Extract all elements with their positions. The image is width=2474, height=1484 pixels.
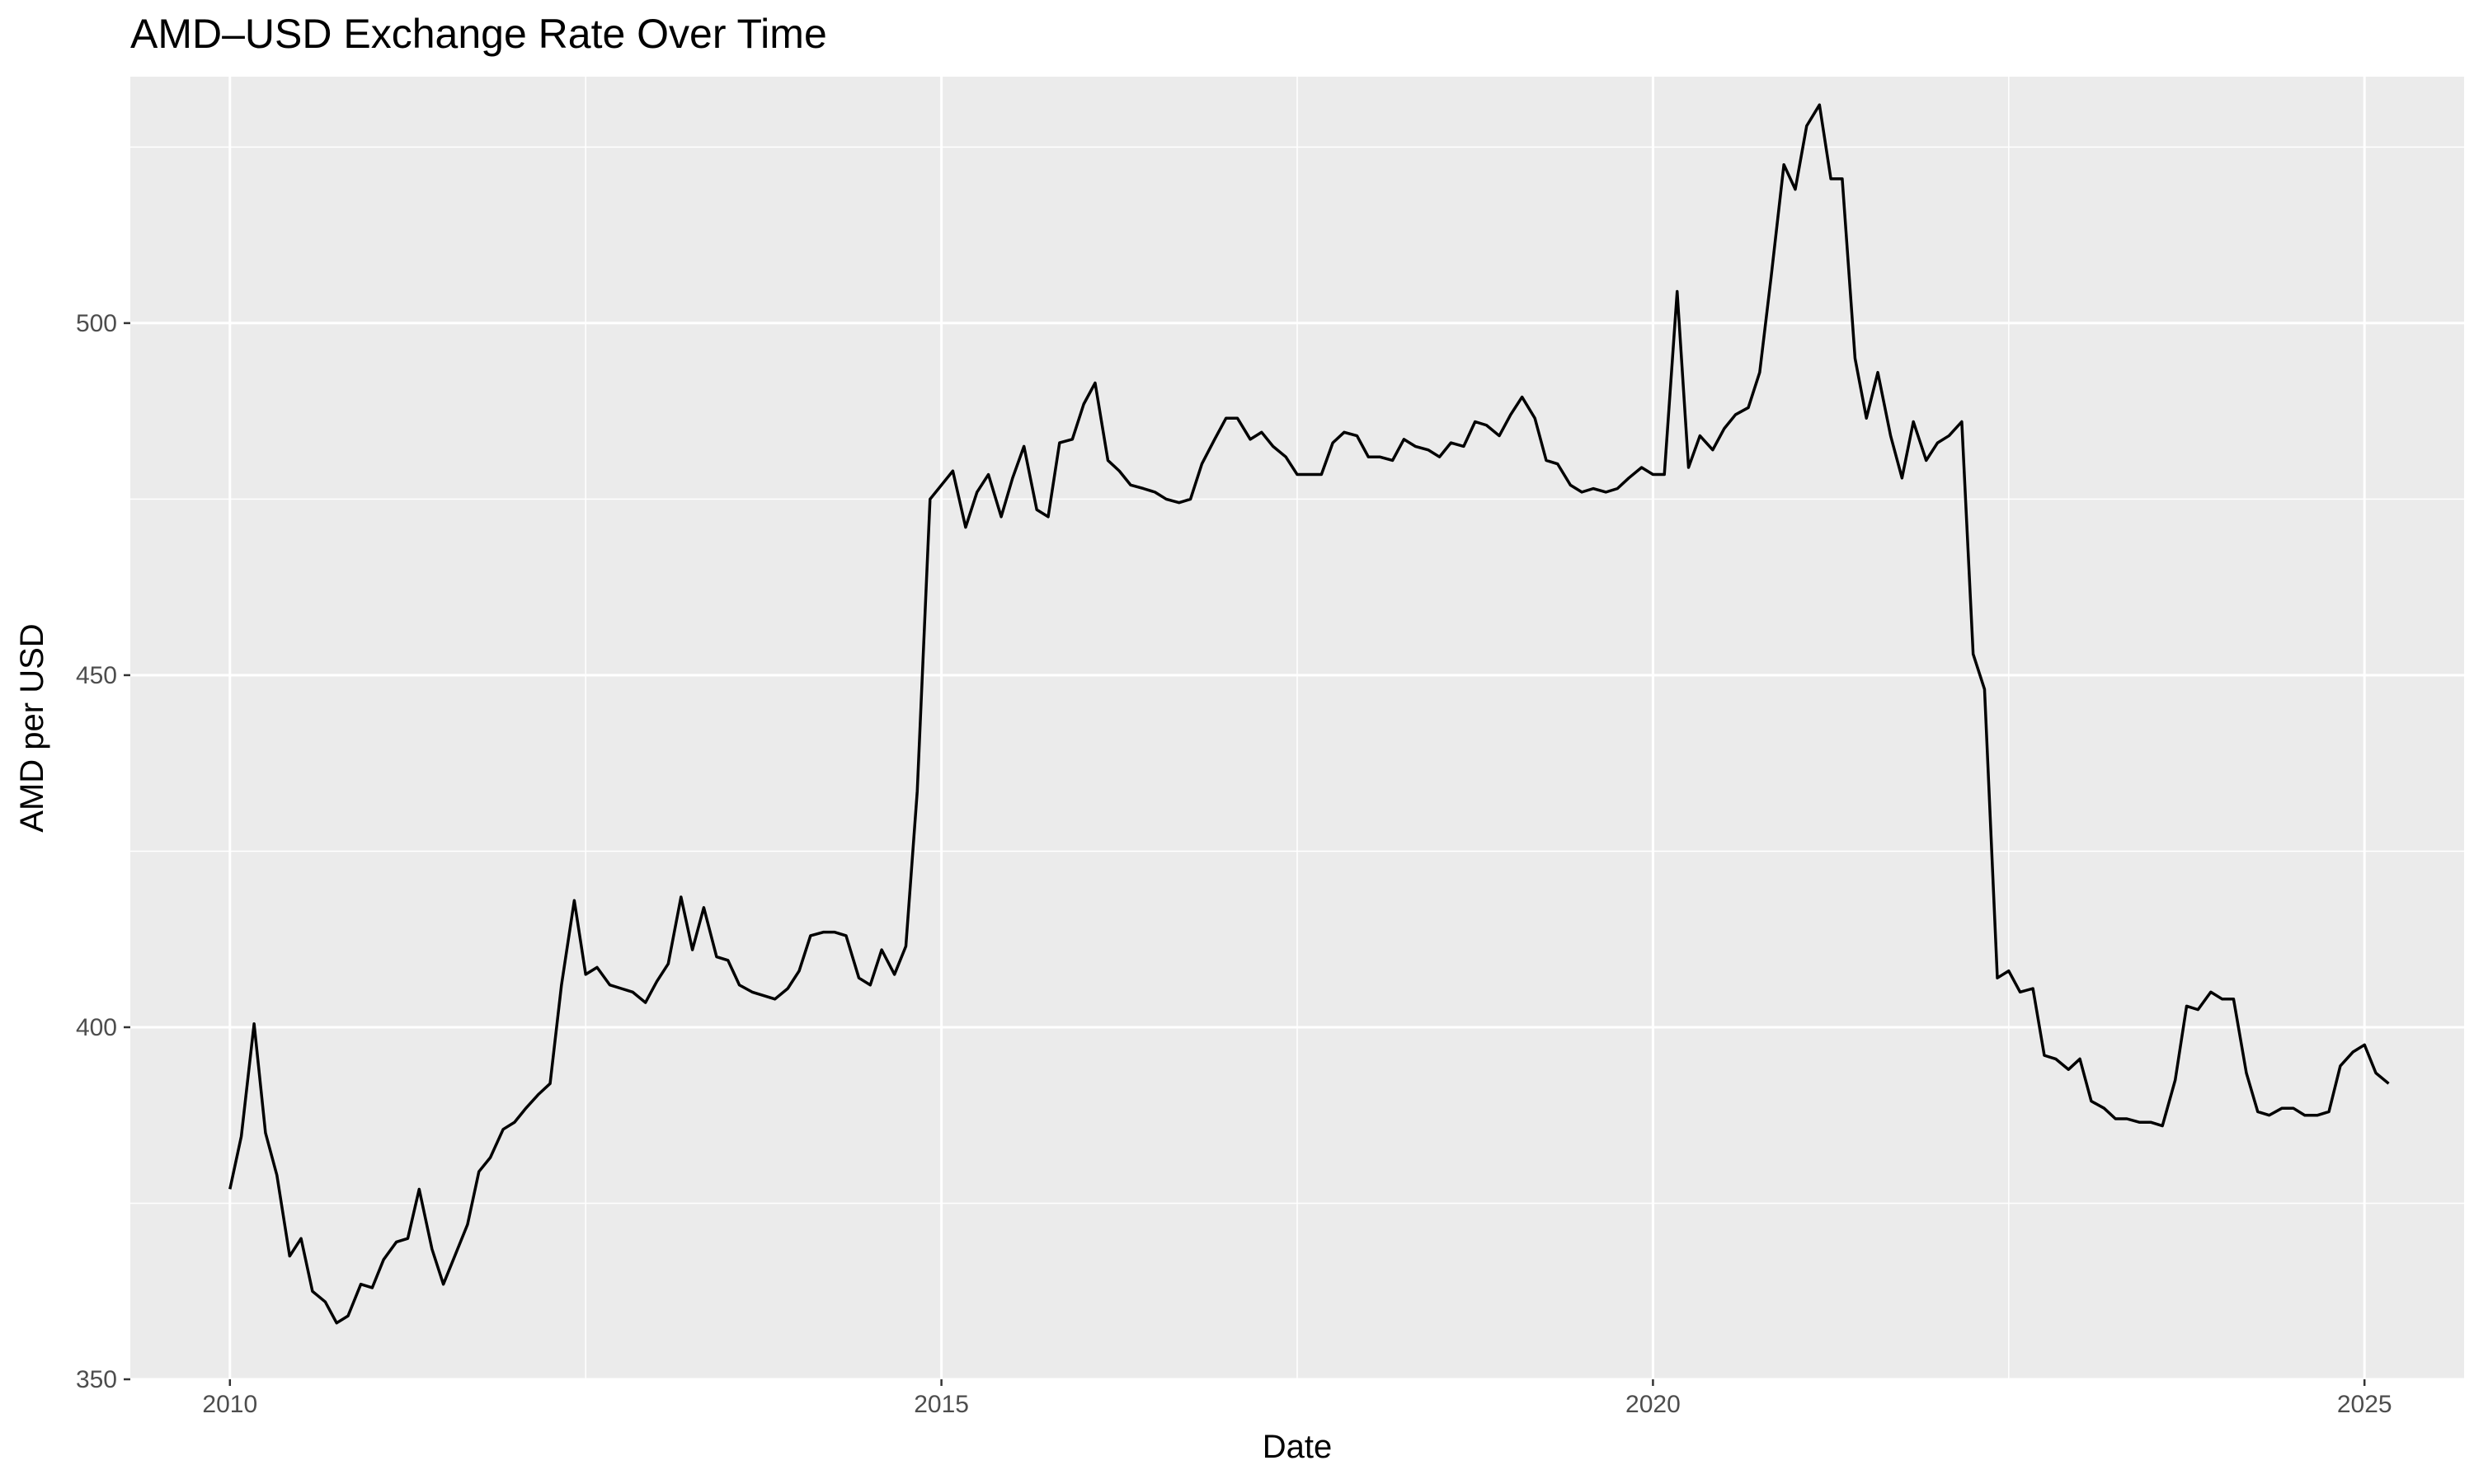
x-tick-label: 2020: [1625, 1391, 1681, 1418]
x-axis: 2010 2015 2020 2025: [202, 1379, 2392, 1418]
y-tick-label: 500: [76, 310, 117, 337]
x-tick-label: 2015: [914, 1391, 969, 1418]
chart-title: AMD–USD Exchange Rate Over Time: [130, 11, 827, 57]
series-line: [228, 103, 2390, 1325]
x-tick-label: 2010: [202, 1391, 257, 1418]
y-axis: 350 400 450 500: [76, 310, 130, 1393]
y-tick-label: 400: [76, 1014, 117, 1041]
grid-major: [130, 77, 2464, 1381]
x-axis-title: Date: [1263, 1429, 1333, 1465]
grid-minor: [130, 77, 2464, 1379]
x-tick-label: 2025: [2337, 1391, 2392, 1418]
y-tick-label: 350: [76, 1366, 117, 1393]
y-tick-label: 450: [76, 662, 117, 689]
y-axis-title: AMD per USD: [14, 623, 50, 832]
